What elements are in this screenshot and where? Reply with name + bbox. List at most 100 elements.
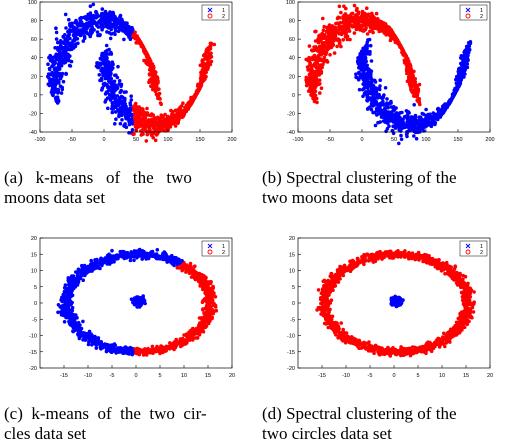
data-point [382, 28, 387, 33]
y-tick-label: 60 [31, 37, 37, 43]
data-point [150, 344, 155, 349]
data-point [129, 94, 133, 98]
data-point [125, 21, 129, 26]
data-point [184, 263, 188, 268]
data-point [61, 79, 66, 84]
data-point [118, 96, 122, 100]
data-point [71, 329, 75, 333]
data-point [400, 126, 405, 130]
data-point [165, 125, 170, 129]
data-point [381, 119, 386, 123]
data-point [162, 117, 167, 121]
data-point [392, 108, 396, 112]
data-point [100, 17, 104, 22]
data-point [316, 53, 321, 58]
data-point [107, 62, 111, 66]
data-point [75, 278, 79, 282]
data-point [100, 53, 104, 58]
data-point [156, 128, 160, 132]
data-point [352, 31, 357, 35]
data-point [459, 68, 463, 73]
data-point [87, 340, 91, 344]
y-tick-label: 40 [289, 56, 295, 62]
data-point [54, 37, 59, 41]
x-tick-label: 150 [195, 137, 204, 143]
data-point [107, 31, 112, 35]
data-point [161, 125, 165, 129]
data-point [459, 76, 464, 80]
data-point [126, 33, 130, 37]
data-point [127, 131, 131, 135]
data-point [332, 36, 336, 41]
data-point [382, 22, 387, 26]
data-point [343, 12, 348, 16]
data-point [128, 258, 133, 263]
data-point [378, 120, 383, 124]
data-point [162, 250, 167, 254]
data-point [128, 37, 133, 41]
data-point [90, 28, 94, 32]
data-point [132, 115, 137, 119]
data-point [349, 23, 353, 27]
data-point [105, 52, 110, 56]
data-point [120, 110, 125, 114]
data-point [103, 63, 108, 68]
data-point [319, 38, 323, 42]
data-point [369, 72, 373, 76]
data-point [100, 7, 105, 11]
x-tick-label: 100 [163, 137, 172, 143]
data-point [400, 48, 404, 52]
data-point [91, 2, 96, 7]
data-point [112, 79, 117, 84]
data-point [311, 93, 315, 97]
data-point [139, 111, 143, 115]
data-point [79, 15, 84, 20]
y-tick-label: 80 [31, 19, 37, 25]
data-point [362, 58, 366, 62]
data-point [200, 75, 205, 80]
x-tick-label: -100 [292, 137, 303, 143]
data-point [145, 132, 150, 137]
data-point [457, 81, 462, 86]
data-point [107, 47, 111, 52]
data-point [133, 111, 137, 116]
data-point [98, 345, 103, 349]
data-point [115, 94, 120, 98]
data-point [110, 110, 115, 115]
data-point [393, 117, 398, 122]
data-point [152, 115, 157, 120]
data-point [315, 73, 319, 77]
data-point [203, 57, 207, 61]
data-point [201, 308, 205, 312]
data-point [139, 133, 144, 137]
data-point [122, 37, 126, 42]
y-tick-label: -20 [287, 111, 295, 117]
data-point [88, 4, 93, 8]
data-point [118, 13, 123, 18]
data-point [78, 33, 83, 38]
data-point [115, 75, 120, 80]
data-point [72, 45, 76, 50]
y-tick-label: 40 [31, 56, 37, 62]
data-point [440, 109, 445, 113]
data-point [47, 67, 52, 72]
data-point [383, 109, 388, 114]
data-point [68, 317, 73, 322]
data-point [113, 24, 118, 29]
data-point [68, 299, 73, 304]
data-point [335, 16, 340, 21]
data-point [357, 87, 362, 92]
data-point [198, 284, 202, 288]
data-point [54, 95, 59, 100]
data-point [197, 316, 202, 320]
data-point [120, 118, 124, 122]
data-point [365, 40, 370, 45]
data-point [120, 101, 125, 105]
data-point [153, 73, 157, 78]
data-point [113, 29, 118, 33]
data-point [358, 60, 362, 65]
data-point [339, 10, 343, 15]
data-point [105, 22, 110, 27]
data-point [209, 41, 214, 46]
